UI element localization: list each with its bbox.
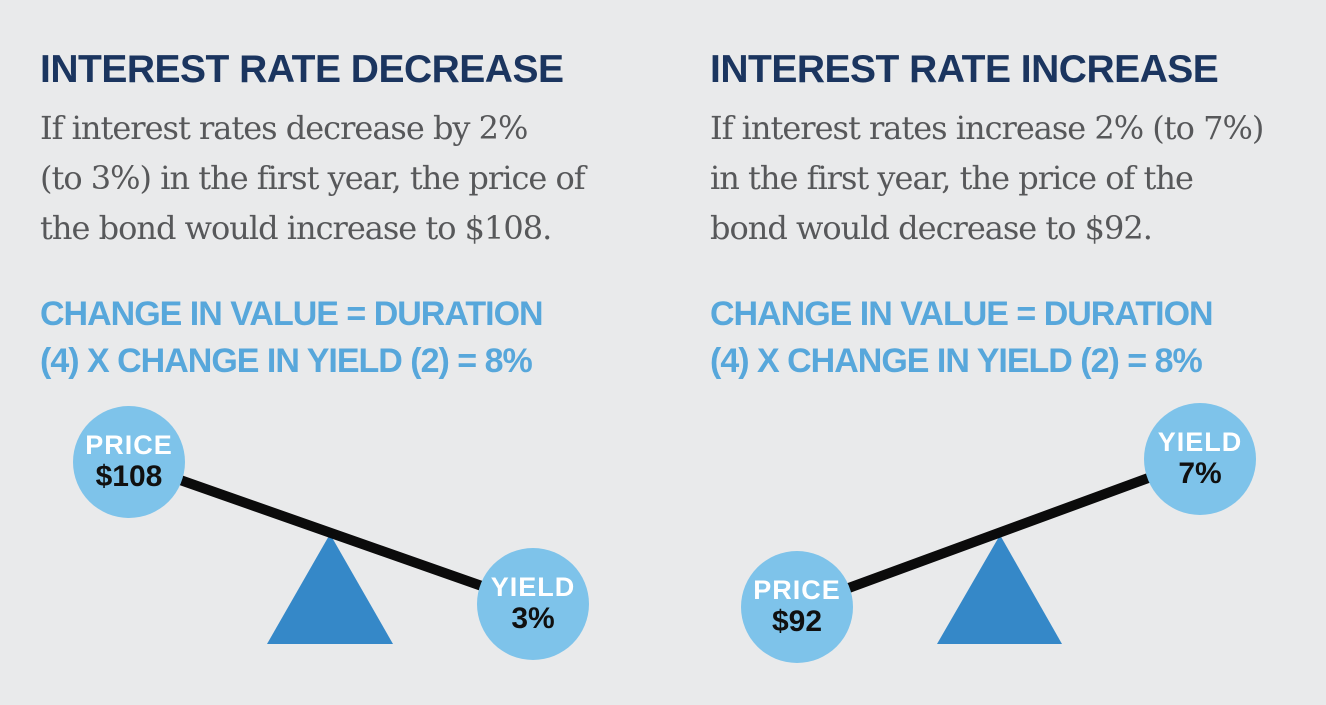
right-formula-line-1: CHANGE IN VALUE = DURATION	[710, 295, 1214, 333]
right-price-bubble: PRICE $92	[741, 551, 853, 663]
right-price-label: PRICE	[753, 574, 841, 605]
right-yield-label: YIELD	[1157, 426, 1243, 457]
left-panel-title: INTEREST RATE DECREASE	[40, 48, 564, 91]
right-panel-body: If interest rates increase 2% (to 7%) in…	[710, 103, 1264, 253]
right-seesaw-beam	[792, 454, 1205, 612]
left-formula-line-2: (4) X CHANGE IN YIELD (2) = 8%	[40, 342, 533, 380]
left-fulcrum-triangle	[267, 534, 393, 644]
left-panel-formula: CHANGE IN VALUE = DURATION (4) X CHANGE …	[40, 291, 544, 385]
left-seesaw-beam	[124, 457, 538, 609]
right-yield-value: 7%	[1178, 456, 1222, 490]
right-panel-title: INTEREST RATE INCREASE	[710, 48, 1219, 91]
left-body-line-2: (to 3%) in the first year, the price of	[40, 159, 586, 197]
right-price-value: $92	[771, 604, 823, 638]
right-fulcrum-triangle	[937, 535, 1062, 644]
right-body-line-3: bond would decrease to $92.	[710, 209, 1153, 247]
left-price-label: PRICE	[85, 429, 173, 460]
left-formula-line-1: CHANGE IN VALUE = DURATION	[40, 295, 544, 333]
right-body-line-2: in the first year, the price of the	[710, 159, 1194, 197]
left-price-bubble: PRICE $108	[73, 406, 185, 518]
left-yield-value: 3%	[511, 601, 555, 635]
left-body-line-1: If interest rates decrease by 2%	[40, 109, 528, 147]
right-formula-line-2: (4) X CHANGE IN YIELD (2) = 8%	[710, 342, 1203, 380]
left-yield-bubble: YIELD 3%	[477, 548, 589, 660]
right-yield-bubble: YIELD 7%	[1144, 403, 1256, 515]
right-body-line-1: If interest rates increase 2% (to 7%)	[710, 109, 1264, 147]
right-panel-formula: CHANGE IN VALUE = DURATION (4) X CHANGE …	[710, 291, 1214, 385]
left-panel-body: If interest rates decrease by 2% (to 3%)…	[40, 103, 586, 253]
left-price-value: $108	[95, 459, 163, 493]
left-yield-label: YIELD	[490, 571, 576, 602]
left-body-line-3: the bond would increase to $108.	[40, 209, 552, 247]
